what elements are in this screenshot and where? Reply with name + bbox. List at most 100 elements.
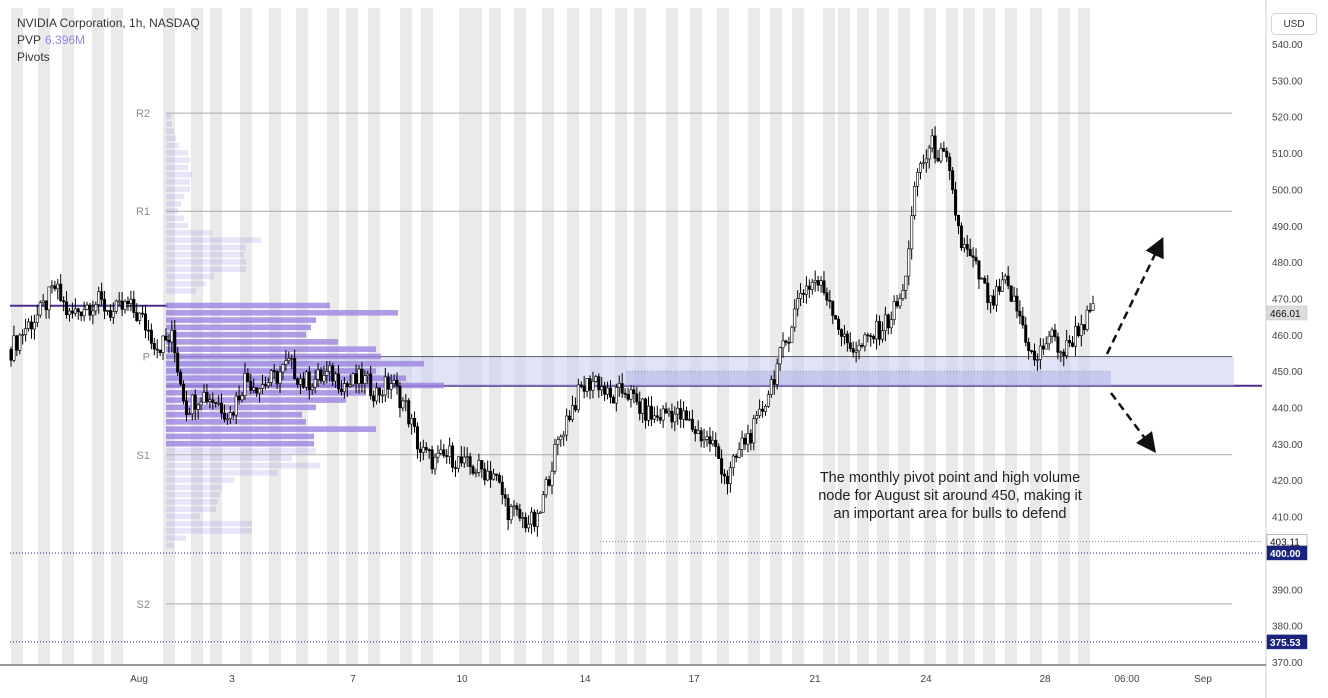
volume-bar: [166, 164, 188, 171]
volume-bar: [166, 230, 212, 236]
candle-body: [377, 387, 381, 396]
candle-body: [369, 373, 373, 397]
pivots-indicator[interactable]: Pivots: [17, 50, 50, 64]
candle-body: [442, 449, 446, 456]
candle-body: [723, 473, 727, 477]
candle-body: [477, 460, 481, 473]
candle-body: [313, 378, 317, 388]
candle-body: [79, 311, 83, 317]
candle-body: [366, 373, 370, 376]
candle-body: [948, 156, 952, 171]
pvp-indicator[interactable]: PVP 6.396M: [17, 32, 200, 49]
candle-body: [974, 257, 978, 262]
candle-body: [968, 248, 972, 257]
candle-body: [623, 392, 627, 395]
candle-body: [597, 376, 601, 391]
candle-body: [354, 373, 358, 384]
currency-button[interactable]: USD: [1271, 13, 1317, 35]
candle-body: [73, 308, 77, 314]
volume-bar: [166, 222, 188, 229]
volume-bar: [166, 120, 172, 127]
candle-body: [1065, 340, 1069, 356]
candle-body: [141, 312, 145, 315]
candle-body: [1027, 342, 1031, 351]
session-stripe: [489, 8, 501, 664]
candle-body: [956, 214, 960, 227]
candle-body: [547, 479, 551, 486]
candle-body: [44, 300, 48, 311]
y-tick-label: 420.00: [1272, 476, 1303, 487]
candle-body: [155, 348, 159, 351]
candle-body: [606, 387, 610, 395]
volume-bar: [166, 331, 306, 338]
candle-body: [129, 298, 133, 304]
candle-body: [889, 319, 893, 329]
candle-body: [746, 433, 750, 445]
candle-body: [655, 415, 659, 418]
x-tick-label: 06:00: [1114, 674, 1139, 685]
session-stripe: [983, 8, 995, 664]
candle-body: [100, 291, 104, 300]
candle-body: [173, 330, 177, 354]
candle-body: [959, 225, 963, 249]
candle-body: [977, 260, 981, 280]
candle-body: [246, 373, 250, 382]
candle-body: [453, 467, 457, 469]
candle-body: [690, 418, 694, 430]
candle-body: [53, 285, 57, 290]
candle-body: [696, 430, 700, 434]
volume-bar: [166, 542, 174, 549]
volume-bar: [166, 426, 376, 432]
candle-body: [15, 335, 19, 351]
candle-body: [761, 408, 765, 412]
candle-body: [348, 384, 352, 387]
candle-body: [647, 405, 651, 421]
session-stripe: [857, 8, 869, 664]
candle-body: [793, 308, 797, 328]
volume-bar: [166, 499, 218, 505]
candle-body: [731, 455, 735, 468]
candle-body: [632, 389, 636, 395]
candle-body: [59, 283, 63, 301]
session-stripe: [823, 8, 835, 664]
candle-body: [430, 449, 434, 470]
candle-body: [249, 381, 253, 391]
candle-body: [35, 314, 39, 323]
candle-body: [1006, 275, 1010, 287]
volume-bar: [166, 237, 261, 243]
candle-body: [278, 371, 282, 384]
candle-body: [781, 340, 785, 349]
candle-body: [310, 386, 314, 391]
candle-body: [872, 336, 876, 340]
volume-bar: [166, 186, 190, 193]
candle-body: [951, 170, 955, 191]
candle-body: [509, 506, 513, 521]
candle-body: [740, 437, 744, 450]
candle-body: [486, 470, 490, 481]
candle-body: [152, 343, 156, 350]
session-stripe: [567, 8, 579, 664]
candle-body: [404, 400, 408, 402]
candle-body: [1003, 275, 1007, 281]
candle-body: [492, 473, 496, 480]
candle-body: [275, 371, 279, 384]
volume-bar: [166, 288, 196, 294]
candle-body: [301, 378, 305, 388]
candle-body: [895, 301, 899, 307]
candle-body: [962, 244, 966, 249]
candle-body: [345, 383, 349, 387]
candle-body: [190, 394, 194, 415]
x-tick-label: Aug: [130, 674, 148, 685]
session-stripe: [470, 8, 482, 664]
volume-bar: [166, 477, 234, 483]
candle-body: [415, 426, 419, 450]
time-axis[interactable]: Aug 3 7 10 14 17 21 24 28 06:00 Sep: [130, 674, 1212, 685]
y-tick-label: 530.00: [1272, 76, 1303, 87]
candle-body: [907, 248, 911, 277]
volume-bar: [166, 266, 246, 272]
candle-body: [120, 300, 124, 310]
volume-bar: [166, 244, 246, 251]
candle-body: [65, 301, 69, 315]
